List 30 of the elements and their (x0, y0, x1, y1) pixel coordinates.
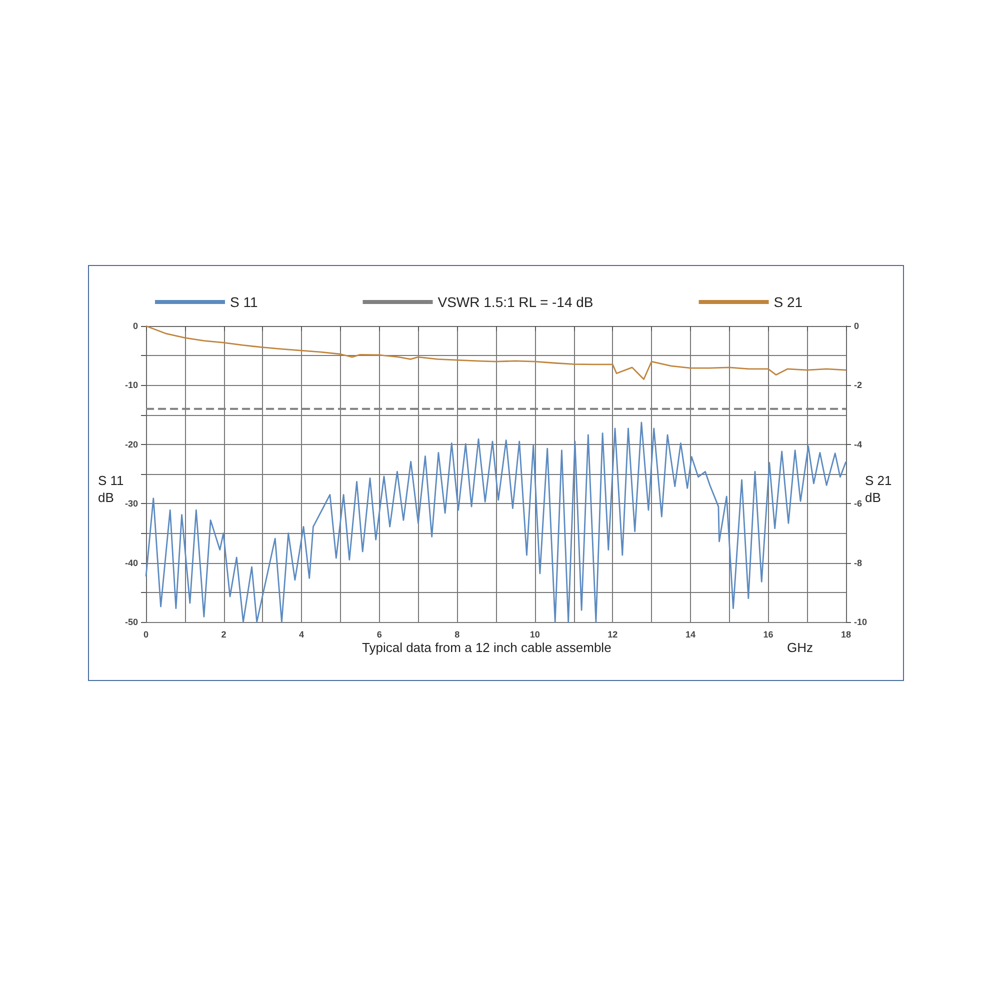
y-axis-title: S 11 dB (98, 473, 124, 505)
y-tick-label: -10 (124, 380, 138, 390)
x-tick-label: 6 (376, 630, 382, 640)
y2-tick-label: -10 (854, 617, 868, 627)
x-tick-label: 4 (299, 630, 304, 640)
legend-label: VSWR 1.5:1 RL = -14 dB (438, 294, 594, 310)
x-tick-label: 14 (685, 630, 696, 640)
legend-label: S 11 (230, 294, 258, 310)
y2-tick-label: -8 (854, 558, 862, 568)
legend-label: S 21 (774, 294, 803, 310)
x-tick-label: 0 (143, 630, 149, 640)
y-tick-label: -40 (124, 558, 138, 568)
x-tick-label: 12 (608, 630, 618, 640)
y2-axis-title: S 21 dB (865, 472, 893, 506)
x-tick-label: 18 (840, 630, 852, 640)
y2-tick-label: 0 (854, 321, 860, 331)
y-tick-label: -50 (124, 617, 138, 627)
text: Typical data from a 12 inch cable assemble (362, 640, 612, 655)
x-axis-title: GHz (787, 640, 813, 655)
y2-tick-label: -6 (854, 498, 862, 509)
y-tick-label: -20 (124, 439, 138, 450)
x-tick-label: 8 (454, 630, 460, 640)
y-tick-label: 0 (132, 321, 138, 331)
y2-tick-label: -2 (854, 380, 862, 390)
x-tick-label: 16 (763, 630, 774, 640)
x-tick-label: 10 (530, 630, 540, 640)
x-tick-label: 2 (221, 630, 226, 640)
y2-tick-label: -4 (854, 439, 862, 450)
y-tick-label: -30 (124, 498, 138, 509)
line-series (145, 422, 847, 623)
